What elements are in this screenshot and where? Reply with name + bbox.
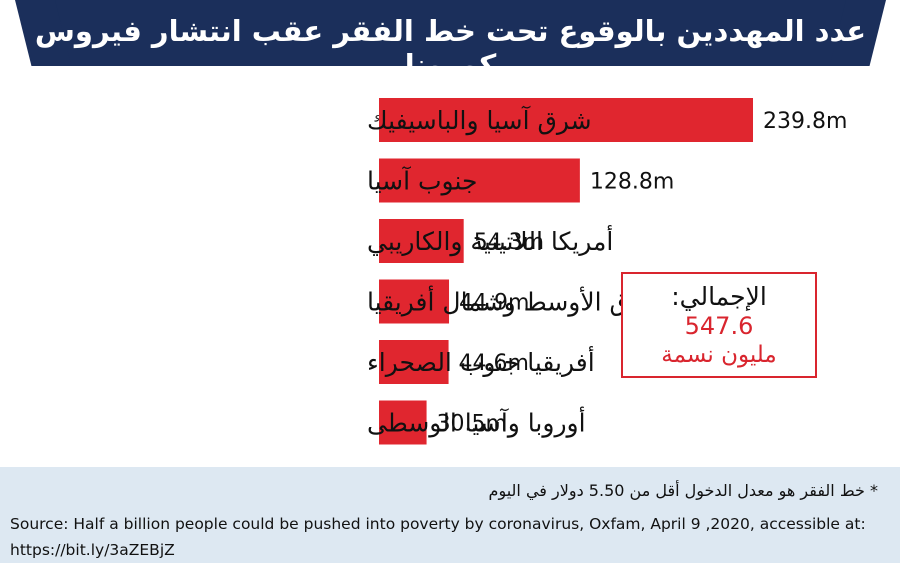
total-box: الإجمالي: 547.6 مليون نسمة xyxy=(621,272,817,378)
title-banner: عدد المهددين بالوقوع تحت خط الفقر عقب ان… xyxy=(33,0,868,82)
total-unit: مليون نسمة xyxy=(661,342,777,368)
data-label: 44.6m xyxy=(459,351,529,376)
chart-title: عدد المهددين بالوقوع تحت خط الفقر عقب ان… xyxy=(34,14,867,82)
bar xyxy=(379,158,580,203)
data-label: 44.9m xyxy=(459,291,529,316)
data-label: 128.8m xyxy=(590,170,674,195)
category-label: أفريقيا جنوب الصحراء xyxy=(367,345,595,377)
footnote: * خط الفقر هو معدل الدخول أقل من 5.50 دو… xyxy=(488,481,878,500)
data-label: 54.3m xyxy=(474,230,544,255)
total-label: الإجمالي: xyxy=(671,282,767,311)
bar xyxy=(379,98,753,142)
category-label: جنوب آسيا xyxy=(367,166,477,196)
data-label: 239.8m xyxy=(763,109,847,134)
source-citation: Source: Half a billion people could be p… xyxy=(10,515,866,559)
category-label: أوروبا وآسيا الوسطى xyxy=(367,406,586,439)
category-label: أمريكا اللاتينية والكاريبي xyxy=(367,224,613,257)
total-value: 547.6 xyxy=(684,312,754,340)
bar xyxy=(379,219,464,263)
bar-chart: شرق آسيا والباسيفيك 239.8m جنوب آسيا 128.8m… xyxy=(367,98,847,445)
category-label: شرق آسيا والباسيفيك xyxy=(367,105,592,136)
bar xyxy=(379,340,449,384)
bar xyxy=(379,279,450,324)
footer: * خط الفقر هو معدل الدخول أقل من 5.50 دو… xyxy=(0,467,900,563)
bar xyxy=(379,400,427,445)
data-label: 30.5m xyxy=(437,412,507,437)
